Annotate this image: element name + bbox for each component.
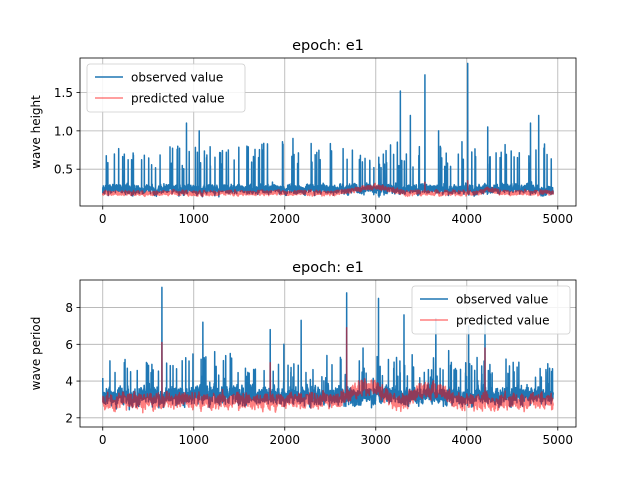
x-tick-label: 2000 bbox=[269, 433, 300, 447]
legend-label: predicted value bbox=[456, 314, 550, 328]
wave-period-subplot: 0 1000 2000 3000 4000 5000 2 4 6 8 epoch: e1 wave p… bbox=[29, 260, 577, 447]
y-tick-label: 0.5 bbox=[54, 163, 73, 177]
y-tick-label: 4 bbox=[65, 375, 73, 389]
chart-title: epoch: e1 bbox=[292, 260, 364, 276]
wave-height-subplot: 0 1000 2000 3000 4000 5000 0.5 1.0 1.5 epoch: e1 w… bbox=[29, 38, 577, 226]
y-axis-label: wave height bbox=[29, 95, 43, 169]
legend-label: observed value bbox=[456, 293, 548, 307]
y-tick-label: 6 bbox=[65, 338, 73, 352]
series-line-predicted-value bbox=[102, 327, 554, 414]
legend-label: observed value bbox=[131, 71, 223, 85]
series-lines bbox=[102, 62, 554, 198]
legend-box bbox=[411, 285, 571, 335]
x-tick-label: 5000 bbox=[543, 212, 574, 226]
legend-label: predicted value bbox=[131, 92, 225, 106]
x-tick-label: 1000 bbox=[178, 212, 209, 226]
x-tick-label: 0 bbox=[99, 433, 107, 447]
legend: observed value predicted value bbox=[86, 63, 246, 113]
x-tick-label: 1000 bbox=[178, 433, 209, 447]
y-axis-label: wave period bbox=[29, 317, 43, 391]
axes-frame bbox=[79, 279, 577, 428]
legend-box bbox=[86, 63, 246, 113]
x-tick-label: 0 bbox=[99, 212, 107, 226]
series-line-predicted-value bbox=[102, 179, 554, 198]
y-tick-label: 8 bbox=[65, 301, 73, 315]
series-lines bbox=[102, 286, 554, 414]
legend: observed value predicted value bbox=[411, 285, 571, 335]
x-tick-label: 3000 bbox=[361, 433, 392, 447]
x-tick-label: 2000 bbox=[269, 212, 300, 226]
axes-frame bbox=[79, 57, 577, 207]
y-tick-label: 1.5 bbox=[54, 86, 73, 100]
y-tick-label: 1.0 bbox=[54, 124, 73, 138]
x-tick-label: 3000 bbox=[361, 212, 392, 226]
x-tick-label: 4000 bbox=[452, 212, 483, 226]
x-tick-label: 5000 bbox=[543, 433, 574, 447]
y-tick-label: 2 bbox=[65, 411, 73, 425]
x-tick-label: 4000 bbox=[452, 433, 483, 447]
chart-title: epoch: e1 bbox=[292, 38, 364, 54]
series-line-observed-value bbox=[102, 62, 554, 198]
